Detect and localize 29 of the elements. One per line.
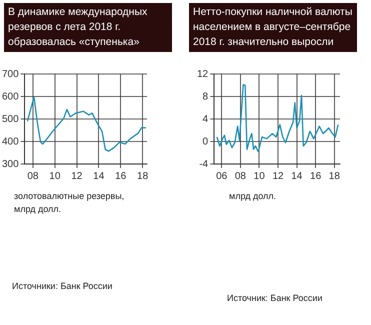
x-tick-label: 18 xyxy=(137,170,149,182)
y-tick-label: -4 xyxy=(199,158,209,170)
x-tick-label: 16 xyxy=(115,170,127,182)
y-tick-label: 4 xyxy=(202,114,209,125)
chart-title: Нетто-покупки наличной валюты населением в августе–сентябре 2018 г. значительно выросли xyxy=(189,3,357,52)
y-tick-label: 8 xyxy=(202,91,209,102)
x-tick-label: 10 xyxy=(49,170,61,182)
x-tick-label: 08 xyxy=(234,170,246,182)
text: млрд долл. xyxy=(229,190,278,203)
x-tick-label: 14 xyxy=(93,170,105,182)
x-tick-label: 18 xyxy=(328,170,340,182)
x-tick-label: 06 xyxy=(216,170,228,182)
x-tick-label: 14 xyxy=(291,170,303,182)
text: Источник: Банк России xyxy=(227,292,324,305)
y-tick-label: 400 xyxy=(2,136,20,148)
text: золотовалютные резервы, млрд долл. xyxy=(14,190,126,216)
y-tick-label: 300 xyxy=(2,158,20,170)
y-tick-label: 500 xyxy=(2,114,20,125)
x-tick-label: 08 xyxy=(27,170,39,182)
text: Источники: Банк России xyxy=(12,280,114,293)
chart-title: В динамике международных резервов с лета 2018 г. образовалась «ступенька» xyxy=(4,3,172,52)
x-tick-label: 16 xyxy=(310,170,322,182)
x-tick-label: 10 xyxy=(254,170,266,182)
y-tick-label: 600 xyxy=(2,91,20,102)
x-tick-label: 12 xyxy=(272,170,284,182)
x-tick-label: 12 xyxy=(71,170,83,182)
y-tick-label: 700 xyxy=(2,68,20,80)
y-tick-label: 0 xyxy=(202,136,209,148)
y-tick-label: 12 xyxy=(197,68,209,80)
